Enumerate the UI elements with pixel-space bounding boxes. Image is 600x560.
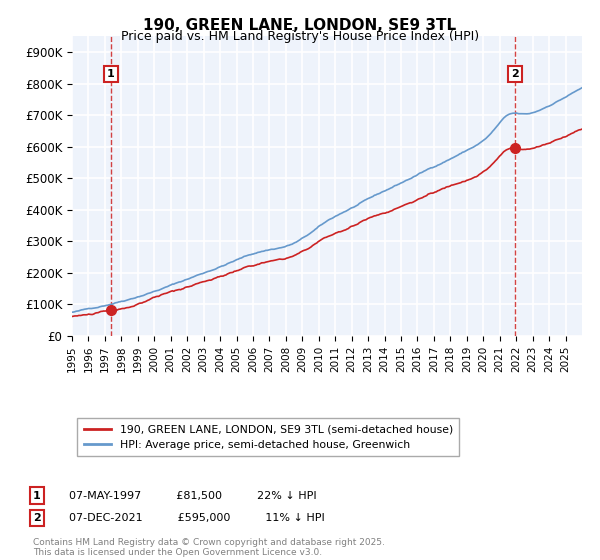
Text: Contains HM Land Registry data © Crown copyright and database right 2025.
This d: Contains HM Land Registry data © Crown c… xyxy=(33,538,385,557)
Text: 07-MAY-1997          £81,500          22% ↓ HPI: 07-MAY-1997 £81,500 22% ↓ HPI xyxy=(69,491,317,501)
Text: Price paid vs. HM Land Registry's House Price Index (HPI): Price paid vs. HM Land Registry's House … xyxy=(121,30,479,43)
Text: 07-DEC-2021          £595,000          11% ↓ HPI: 07-DEC-2021 £595,000 11% ↓ HPI xyxy=(69,513,325,523)
Text: 2: 2 xyxy=(33,513,41,523)
Text: 190, GREEN LANE, LONDON, SE9 3TL: 190, GREEN LANE, LONDON, SE9 3TL xyxy=(143,18,457,34)
Text: 2: 2 xyxy=(511,69,519,79)
Text: 1: 1 xyxy=(107,69,115,79)
Text: 1: 1 xyxy=(33,491,41,501)
Legend: 190, GREEN LANE, LONDON, SE9 3TL (semi-detached house), HPI: Average price, semi: 190, GREEN LANE, LONDON, SE9 3TL (semi-d… xyxy=(77,418,460,456)
